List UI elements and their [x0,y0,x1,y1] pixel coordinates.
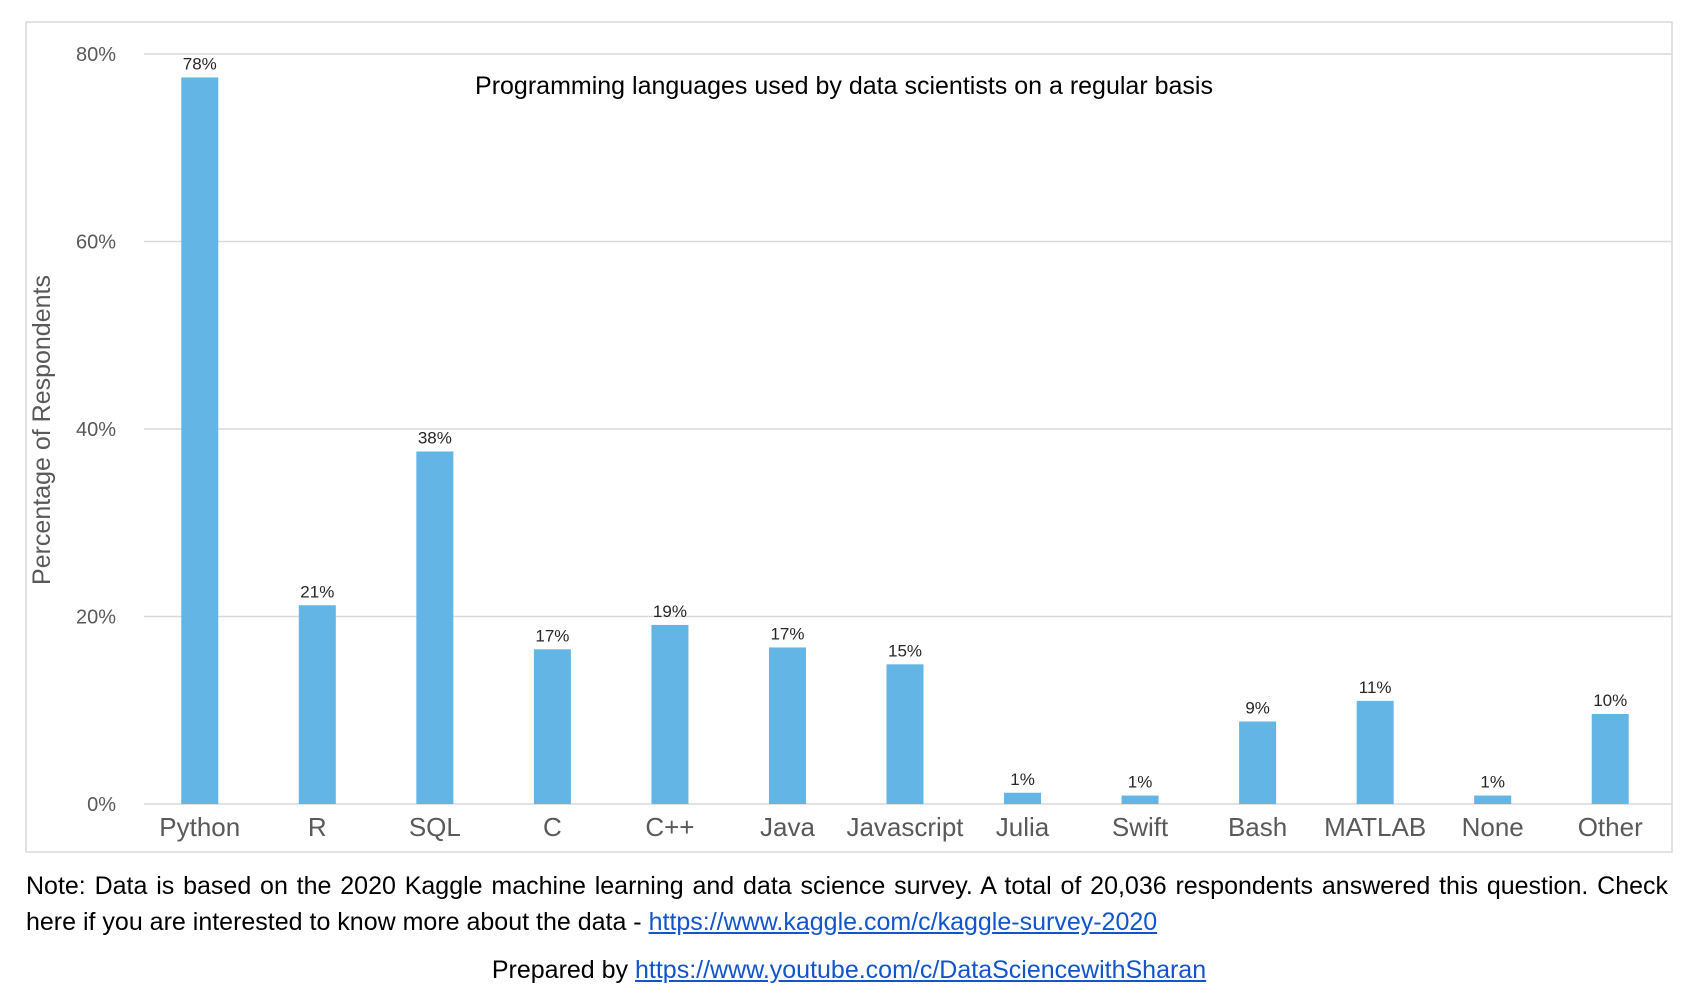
y-tick-label: 40% [76,419,116,441]
note-text: Note: Data is based on the 2020 Kaggle m… [26,872,1668,936]
bar-julia [1004,792,1042,804]
data-label: 19% [653,602,687,621]
data-label: 11% [1359,678,1392,697]
x-axis-ticks: Python R SQL C C++ Java Javascript Julia Swift Ba… [159,812,1643,842]
x-tick-label: None [1462,812,1524,842]
x-tick-label: MATLAB [1324,812,1426,842]
data-label: 21% [300,582,334,601]
data-label: 15% [888,641,922,660]
data-label: 17% [535,626,569,645]
y-tick-label: 80% [76,44,116,66]
y-axis-title: Percentage of Respondents [28,275,56,585]
x-tick-label: Other [1578,812,1643,842]
bar-java [768,647,806,804]
x-tick-label: Bash [1228,812,1287,842]
bars [181,77,1629,804]
x-tick-label: Swift [1112,812,1169,842]
bar-swift [1121,795,1159,804]
footnote: Note: Data is based on the 2020 Kaggle m… [26,868,1668,940]
bar-matlab [1356,700,1394,804]
x-tick-label: R [308,812,327,842]
chart-title: Programming languages used by data scien… [475,72,1213,100]
data-labels: 78% 21% 38% 17% 19% 17% 15% 1% 1% 9% 11% 1% 10% [183,54,1627,791]
gridlines [144,53,1672,805]
x-tick-label: SQL [409,812,461,842]
x-tick-label: Python [159,812,240,842]
x-tick-label: Julia [996,812,1050,842]
y-tick-label: 60% [76,232,116,254]
y-axis-ticks: 0% 20% 40% 60% 80% [76,44,116,816]
data-label: 1% [1480,773,1505,792]
bar-python [181,77,219,804]
data-label: 17% [770,624,804,643]
bar-c [533,649,571,804]
kaggle-survey-link[interactable]: https://www.kaggle.com/c/kaggle-survey-2… [648,908,1158,936]
bar-javascript [886,664,924,804]
data-label: 38% [418,429,452,448]
bar-cplusplus [651,624,689,804]
prepared-by-text: Prepared by [491,956,635,984]
chart-frame [25,21,1673,853]
prepared-by: Prepared by https://www.youtube.com/c/Da… [0,952,1698,988]
chart-area: 0% 20% 40% 60% 80% 78% 21% 38% 17% 19% 17% 15% 1% 1%… [25,21,1673,853]
data-label: 1% [1010,770,1035,789]
x-tick-label: Java [760,812,815,842]
bar-bash [1239,721,1277,804]
bar-none [1474,795,1512,804]
y-tick-label: 0% [87,794,116,816]
bar-r [298,605,336,804]
data-label: 78% [183,54,217,73]
bar-chart: 0% 20% 40% 60% 80% 78% 21% 38% 17% 19% 17% 15% 1% 1%… [25,21,1673,853]
bar-sql [416,451,454,804]
x-tick-label: Javascript [846,812,964,842]
bar-other [1591,714,1629,804]
data-label: 1% [1128,773,1153,792]
youtube-channel-link[interactable]: https://www.youtube.com/c/DataSciencewit… [635,956,1207,984]
data-label: 10% [1593,691,1627,710]
y-tick-label: 20% [76,607,116,629]
data-label: 9% [1245,699,1270,718]
x-tick-label: C [543,812,562,842]
x-tick-label: C++ [645,812,694,842]
